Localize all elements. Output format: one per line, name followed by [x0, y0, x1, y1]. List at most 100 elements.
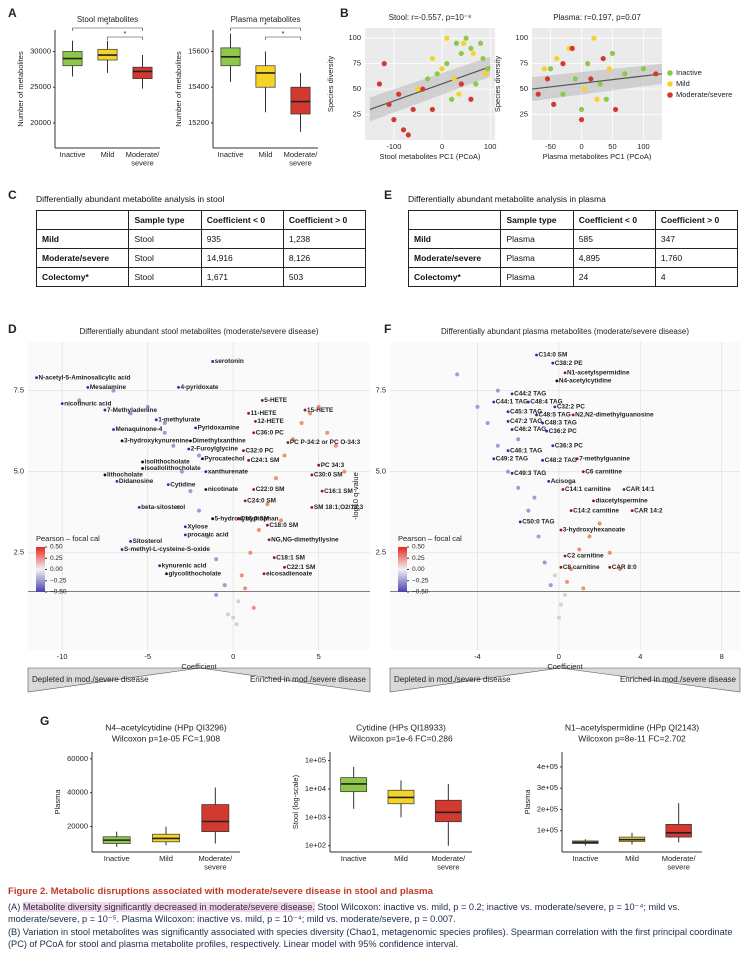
- table-cell: Colectomy*: [407, 267, 502, 287]
- x-tick-label: 50: [608, 142, 616, 151]
- table-cell: Mild: [35, 229, 130, 249]
- box: [201, 804, 230, 833]
- x-tick-label: -10: [57, 652, 68, 661]
- metabolite-label: 5-hydroxytryptophan: [215, 515, 279, 522]
- metabolite-label: Cytidine: [170, 481, 196, 488]
- confidence-band: [369, 56, 491, 122]
- point: [145, 404, 150, 409]
- point: [506, 469, 511, 474]
- legend-tick-label: −0.25: [412, 577, 429, 584]
- point: [640, 66, 647, 72]
- table-cell: Stool: [128, 229, 202, 249]
- point: [308, 411, 313, 416]
- significance-bracket: [107, 36, 143, 40]
- header-cell: Coefficient > 0: [282, 210, 367, 230]
- labeled-point: [189, 439, 192, 443]
- x-tick-label: 4: [638, 652, 642, 661]
- chart-title: Stool: r=-0.557, p=10⁻⁸: [389, 13, 472, 22]
- point: [176, 505, 181, 510]
- labeled-point: [592, 499, 595, 503]
- x-tick-label: -5: [144, 652, 151, 661]
- labeled-point: [563, 554, 567, 558]
- metabolite-label: N2,N2-dimethylguanosine: [575, 412, 654, 419]
- y-tick-label: 50: [353, 84, 361, 93]
- metabolite-label: C32:0 PC: [245, 447, 273, 454]
- metabolite-label: C8 carnitine: [563, 564, 600, 571]
- table-cell: 14,916: [200, 248, 284, 268]
- point: [396, 91, 402, 97]
- labeled-point: [267, 538, 271, 542]
- point: [563, 592, 567, 597]
- y-tick-label: 100: [348, 33, 361, 42]
- point: [542, 560, 547, 565]
- labeled-point: [272, 556, 276, 559]
- metabolite-label: Menaquinone-4: [116, 426, 163, 433]
- x-tick-label: 100: [637, 142, 650, 151]
- metabolite-label: C14:0 SM: [539, 352, 568, 359]
- point: [587, 534, 592, 539]
- chart-title: Plasma metabolites: [231, 15, 301, 24]
- labeled-point: [310, 505, 314, 509]
- labeled-point: [547, 480, 551, 483]
- header-cell: Coefficient < 0: [200, 210, 284, 230]
- chart-title: Differentially abundant stool metabolite…: [79, 327, 318, 336]
- x-tick-label: Mild: [625, 854, 639, 863]
- point: [400, 127, 407, 133]
- metabolite-label: C14:2 carnitine: [573, 507, 619, 514]
- metabolite-label: C45:3 TAG: [510, 408, 542, 415]
- labeled-point: [535, 413, 538, 417]
- metabolite-label: diacetylspermine: [595, 498, 648, 505]
- metabolite-label: glycolithocholate: [169, 570, 222, 577]
- point: [444, 61, 450, 67]
- point: [475, 404, 480, 409]
- x-axis-label: Coefficient: [181, 662, 217, 671]
- metabolite-label: C44:2 TAG: [514, 391, 546, 398]
- table-cell: Stool: [128, 267, 202, 287]
- labeled-point: [211, 517, 215, 521]
- point: [391, 117, 397, 123]
- metabolite-label: 2-Furoylglycine: [191, 446, 239, 453]
- significance-bracket: [230, 27, 301, 31]
- panel-letter: B: [340, 6, 349, 20]
- panel-letter: E: [384, 188, 392, 202]
- point: [569, 45, 575, 51]
- labeled-point: [60, 402, 64, 405]
- point: [578, 117, 585, 123]
- y-tick-label: 1e+05: [305, 756, 326, 765]
- point: [551, 101, 557, 107]
- point: [591, 35, 597, 41]
- labeled-point: [183, 525, 187, 529]
- x-tick-label: Inactive: [218, 150, 244, 159]
- y-tick-label: 20000: [30, 118, 51, 127]
- y-tick-label: 60000: [67, 754, 88, 763]
- table-cell: Mild: [407, 229, 502, 249]
- point: [342, 469, 347, 474]
- legend-label: Mild: [676, 79, 690, 88]
- legend-swatch: [667, 70, 673, 76]
- point: [188, 489, 193, 494]
- wedge-label: Depleted in mod./severe disease: [32, 675, 149, 684]
- point: [609, 50, 616, 57]
- point: [485, 66, 491, 72]
- point: [468, 96, 474, 102]
- labeled-point: [571, 413, 575, 417]
- labeled-point: [622, 488, 626, 491]
- metabolite-label: 15-HETE: [307, 407, 334, 414]
- y-tick-label: 30000: [30, 46, 51, 55]
- point: [554, 55, 560, 62]
- labeled-point: [120, 548, 124, 551]
- significance-label: *: [106, 20, 109, 29]
- chart-subtitle: Wilcoxon p=1e-05 FC=1.908: [112, 733, 220, 743]
- point: [607, 550, 612, 555]
- labeled-point: [204, 488, 208, 491]
- point: [429, 55, 436, 62]
- labeled-point: [158, 564, 162, 568]
- y-axis-label: Plasma: [523, 789, 532, 815]
- x-tick-label: Mild: [394, 854, 408, 863]
- point: [248, 550, 253, 555]
- y-tick-label: 3e+05: [537, 783, 558, 792]
- metabolite-label: S-methyl-L-cysteine-S-oxide: [124, 546, 210, 553]
- header-cell: Coefficient < 0: [572, 210, 656, 230]
- labeled-point: [310, 473, 314, 477]
- labeled-point: [581, 470, 585, 474]
